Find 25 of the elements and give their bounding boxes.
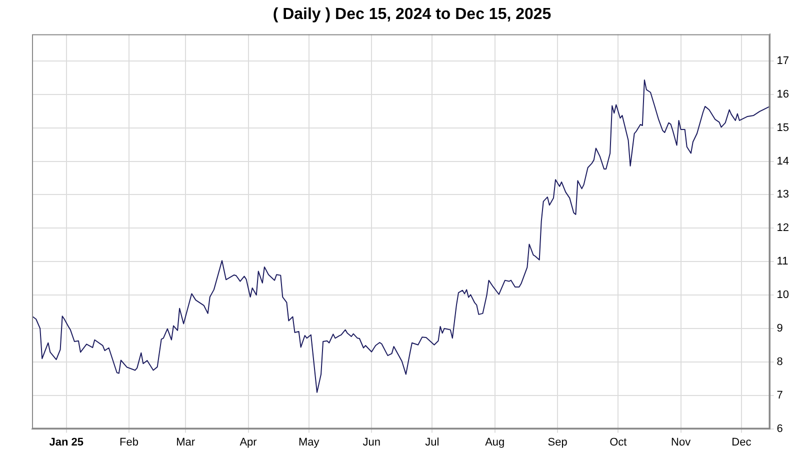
y-tick-label: 6 [776, 422, 783, 435]
x-tick-label: Jul [425, 436, 440, 448]
x-tick-label: Apr [240, 436, 258, 448]
y-tick-label: 12 [776, 222, 790, 234]
x-tick-label: Mar [176, 436, 196, 448]
x-tick-label: Nov [671, 436, 692, 448]
y-tick-label: 16 [776, 88, 790, 100]
x-tick-label: Feb [120, 436, 139, 448]
y-tick-label: 11 [776, 256, 788, 268]
x-tick-label: May [298, 436, 320, 448]
y-tick-label: 13 [776, 188, 790, 201]
y-tick-label: 15 [776, 122, 790, 134]
x-tick-label: Jun [362, 436, 380, 448]
x-tick-label: Jan 25 [49, 436, 84, 448]
x-tick-label: Sep [548, 436, 568, 448]
x-tick-label: Dec [732, 436, 752, 448]
chart-title: ( Daily ) Dec 15, 2024 to Dec 15, 2025 [272, 6, 552, 24]
x-tick-label: Oct [610, 436, 627, 448]
y-tick-label: 9 [776, 322, 783, 335]
x-tick-label: Aug [485, 436, 505, 448]
y-tick-label: 7 [776, 389, 783, 402]
y-tick-label: 17 [776, 54, 790, 67]
y-tick-label: 8 [776, 356, 783, 368]
y-tick-label: 14 [776, 155, 790, 168]
y-tick-label: 10 [776, 289, 790, 302]
